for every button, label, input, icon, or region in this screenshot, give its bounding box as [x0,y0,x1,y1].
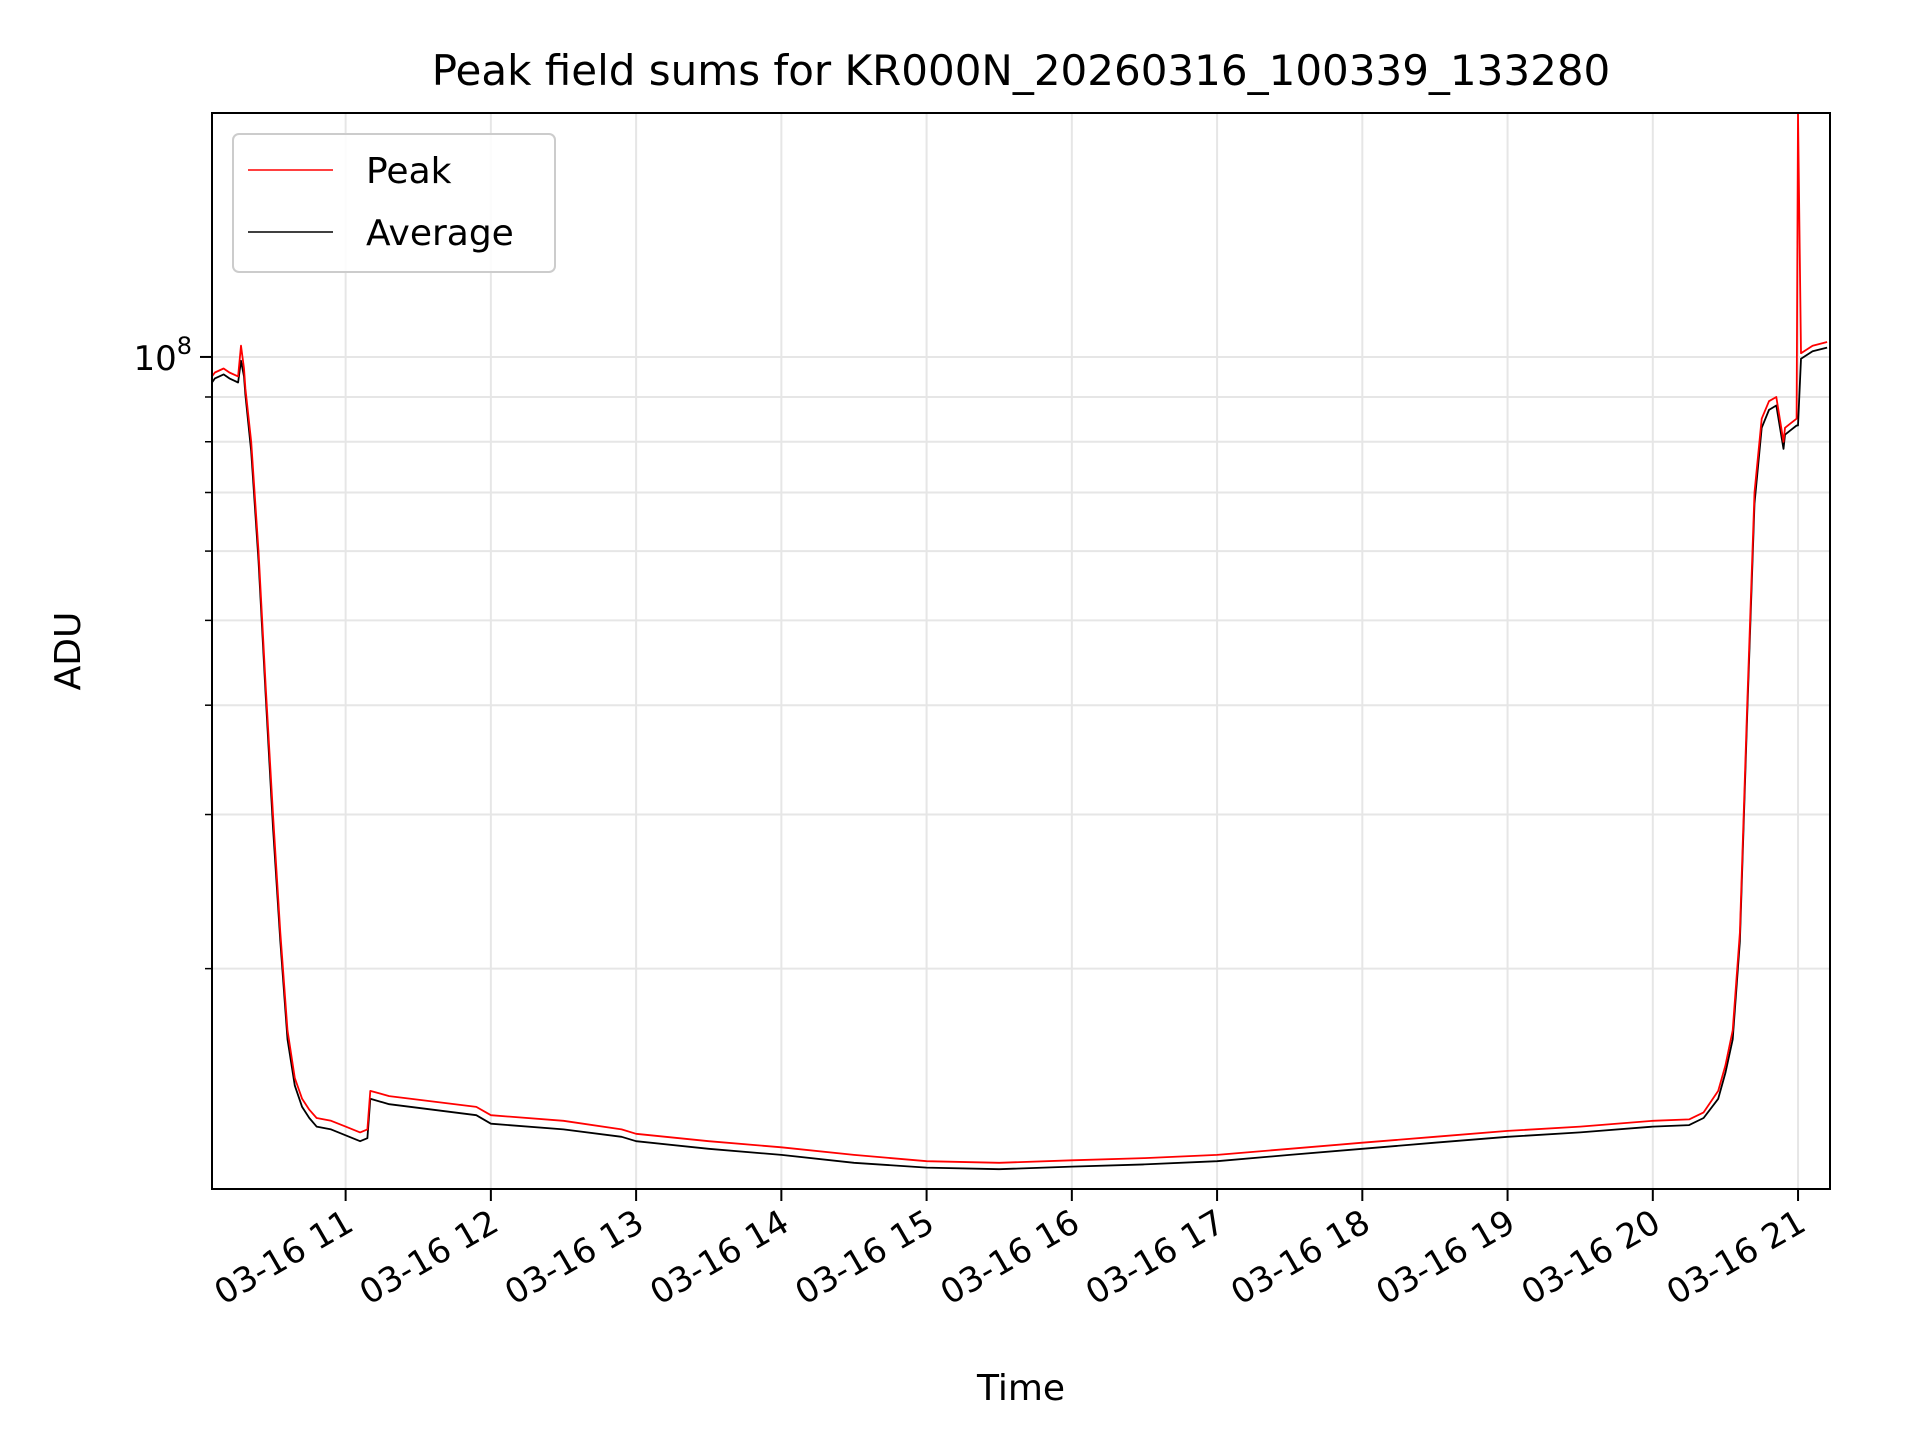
x-axis-label: Time [976,1368,1065,1409]
y-axis-label: ADU [48,612,89,691]
grid [212,113,1830,1189]
legend: Peak Average [232,133,556,273]
plot-frame [211,112,1831,1190]
y-axis-ticks: 108 [133,332,212,970]
legend-label-average: Average [366,213,514,254]
series-line-peak [211,112,1828,1164]
series-layer [211,112,1828,1171]
legend-label-peak: Peak [366,151,452,192]
y-tick-label: 108 [133,332,192,379]
chart-title: Peak field sums for KR000N_20260316_1003… [432,46,1611,95]
legend-box [232,133,556,273]
